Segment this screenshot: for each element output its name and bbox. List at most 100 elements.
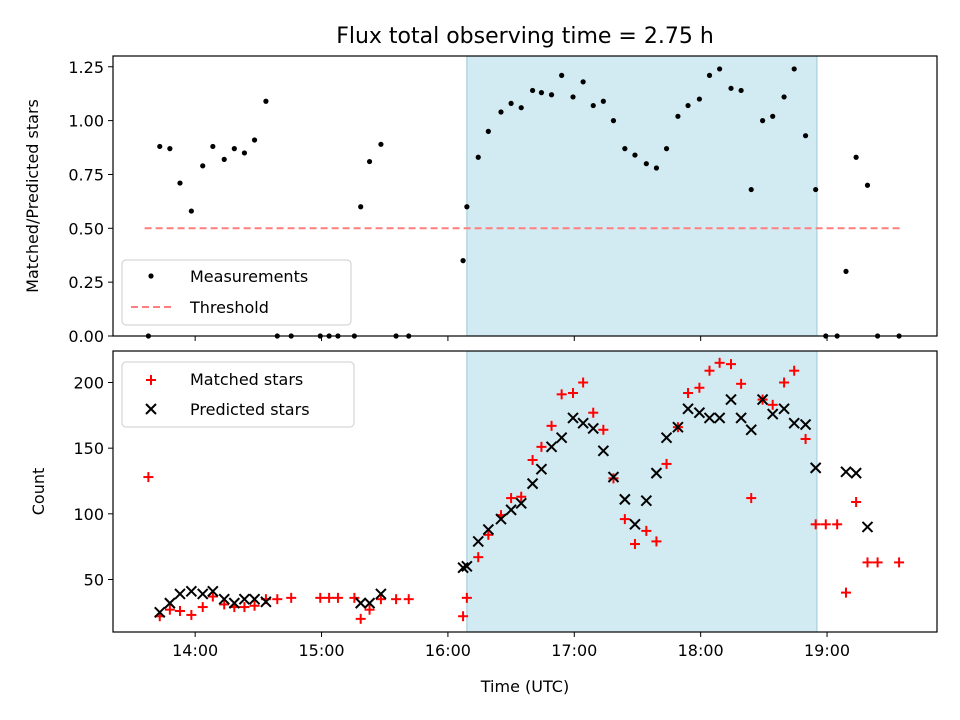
predicted-point xyxy=(260,596,272,608)
matched-point xyxy=(174,605,185,616)
measurement-point xyxy=(748,186,754,193)
matched-point xyxy=(726,359,736,370)
matched-point xyxy=(556,389,567,400)
matched-point xyxy=(315,592,326,603)
matched-point xyxy=(588,407,599,418)
predicted-point xyxy=(218,593,230,605)
predicted-point xyxy=(788,417,800,429)
matched-point xyxy=(746,493,757,504)
legend-threshold-label: Threshold xyxy=(189,298,269,317)
measurement-point xyxy=(600,98,606,104)
measurement-point xyxy=(464,204,470,210)
predicted-point xyxy=(495,513,507,525)
measurement-point xyxy=(518,105,524,111)
matched-point xyxy=(820,519,831,530)
measurement-point xyxy=(759,118,766,124)
ratio-y-label: Matched/Predicted stars xyxy=(23,99,42,293)
matched-point xyxy=(349,592,360,603)
legend-matched-marker xyxy=(146,375,156,385)
x-tick-label: 14:00 xyxy=(172,641,218,660)
matched-point xyxy=(355,613,366,624)
predicted-point xyxy=(363,597,376,609)
predicted-point xyxy=(461,560,473,573)
predicted-point xyxy=(778,403,790,415)
matched-point xyxy=(704,365,715,376)
matched-point xyxy=(894,557,905,568)
predicted-point xyxy=(482,523,495,536)
measurement-point xyxy=(221,156,227,162)
legend-measurements-label: Measurements xyxy=(190,267,308,286)
matched-point xyxy=(527,454,538,465)
y-tick-label: 150 xyxy=(73,439,104,458)
count-shaded-span xyxy=(466,350,818,633)
predicted-point xyxy=(672,421,684,433)
measurement-point xyxy=(157,143,163,150)
matched-point xyxy=(375,594,386,605)
ratio-legend-box xyxy=(121,259,352,326)
predicted-point xyxy=(228,597,241,609)
measurement-point xyxy=(241,150,248,156)
matched-point xyxy=(767,399,778,410)
predicted-point xyxy=(185,585,198,598)
matched-point xyxy=(661,458,672,469)
predicted-point xyxy=(799,418,812,431)
predicted-point xyxy=(660,431,673,444)
y-tick-label: 0.00 xyxy=(68,327,104,346)
measurement-point xyxy=(813,186,819,193)
predicted-point xyxy=(766,408,779,420)
matched-point xyxy=(641,525,652,536)
matched-point xyxy=(219,599,230,610)
measurement-point xyxy=(200,163,206,169)
predicted-point xyxy=(840,466,852,478)
measurement-point xyxy=(177,180,183,186)
predicted-point xyxy=(587,422,599,435)
predicted-point xyxy=(809,462,822,474)
matched-point xyxy=(841,587,852,598)
predicted-point xyxy=(861,521,874,533)
predicted-point xyxy=(248,593,261,605)
matched-point xyxy=(207,591,218,602)
matched-point xyxy=(651,536,662,547)
predicted-point xyxy=(174,588,186,600)
measurement-point xyxy=(706,72,713,78)
predicted-point xyxy=(619,493,631,506)
matched-point xyxy=(197,602,208,613)
measurement-point xyxy=(791,66,797,72)
measurement-point xyxy=(590,102,596,109)
matched-point xyxy=(364,604,375,615)
measurement-point xyxy=(378,141,384,147)
measurement-point xyxy=(632,152,638,158)
measurement-point xyxy=(251,137,258,143)
predicted-point xyxy=(682,403,694,415)
predicted-point xyxy=(354,597,367,609)
predicted-point xyxy=(545,441,558,453)
count-y-label: Count xyxy=(29,468,48,516)
measurement-point xyxy=(643,161,649,167)
matched-point xyxy=(506,493,517,504)
matched-point xyxy=(458,611,469,622)
legend-measurements-marker xyxy=(148,273,154,279)
ratio-panel: 0.00 0.25 0.50 0.75 1.00 1.25 Matched/Predict… xyxy=(23,55,938,346)
y-tick-label: 1.25 xyxy=(68,58,104,77)
predicted-point xyxy=(725,393,737,406)
count-panel: 50 100 150 200 14:00 15:00 16:00 17:00 18:00 19:0… xyxy=(29,350,938,696)
measurement-point xyxy=(358,204,364,210)
measurement-point xyxy=(781,94,787,100)
predicted-point xyxy=(693,407,706,419)
predicted-point xyxy=(640,494,653,507)
predicted-point xyxy=(703,412,716,424)
matched-point xyxy=(578,377,589,388)
predicted-point xyxy=(650,467,663,479)
predicted-point xyxy=(197,588,209,600)
x-tick-label: 18:00 xyxy=(678,641,724,660)
measurement-point xyxy=(210,143,216,150)
predicted-point xyxy=(154,606,166,619)
predicted-point xyxy=(745,424,757,436)
predicted-point xyxy=(577,417,589,429)
measurement-point xyxy=(622,146,628,152)
measurement-point xyxy=(559,72,565,78)
count-axes: 50 100 150 200 14:00 15:00 16:00 17:00 18:00 19:0… xyxy=(73,374,850,660)
y-tick-label: 200 xyxy=(73,374,104,393)
matched-point xyxy=(629,539,640,550)
